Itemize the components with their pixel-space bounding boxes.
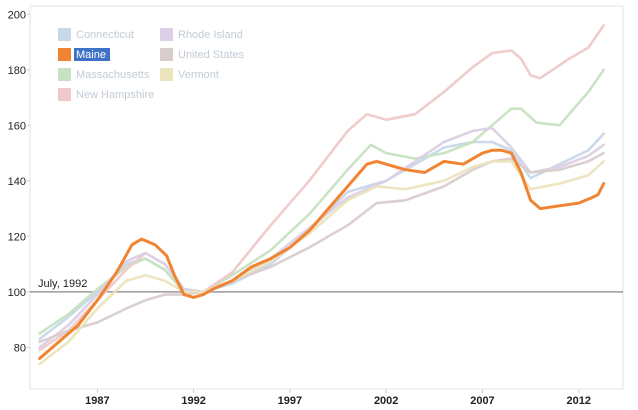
- x-tick-label: 2002: [374, 395, 398, 407]
- x-tick-label: 1992: [181, 395, 205, 407]
- legend-item-massachusetts[interactable]: Massachusetts: [58, 68, 150, 81]
- legend-label: Vermont: [178, 69, 219, 81]
- series-line-massachusetts[interactable]: [38, 68, 605, 335]
- legend-swatch: [58, 88, 71, 101]
- legend-label: New Hampshire: [76, 89, 154, 101]
- legend[interactable]: Connecticut Maine Massachusetts New Hampshi…: [58, 28, 245, 101]
- legend-label: Massachusetts: [76, 69, 150, 81]
- y-tick-label: 160: [8, 120, 26, 132]
- legend-item-rhode-island[interactable]: Rhode Island: [160, 28, 243, 41]
- legend-item-vermont[interactable]: Vermont: [160, 68, 219, 81]
- series-line-rhode-island[interactable]: [38, 126, 605, 349]
- legend-item-maine[interactable]: Maine: [58, 48, 110, 61]
- legend-item-united-states[interactable]: United States: [160, 48, 245, 61]
- series-line-maine[interactable]: [38, 148, 606, 360]
- legend-label: Maine: [76, 49, 106, 61]
- legend-item-new-hampshire[interactable]: New Hampshire: [58, 88, 154, 101]
- y-tick-label: 80: [14, 342, 26, 354]
- y-tick-label: 140: [8, 176, 26, 188]
- legend-label: United States: [178, 49, 245, 61]
- legend-selection-highlight: [74, 48, 110, 61]
- legend-swatch: [160, 28, 173, 41]
- reference-line-group: July, 1992: [30, 278, 623, 293]
- legend-swatch: [160, 68, 173, 81]
- plot-frame: [29, 5, 624, 390]
- axes: 80 100 120 140 160 180 200 1987 1992 1997 2002 2007…: [8, 5, 624, 407]
- legend-item-connecticut[interactable]: Connecticut: [58, 28, 134, 41]
- x-tick-label: 1987: [85, 395, 109, 407]
- y-tick-label: 180: [8, 65, 26, 77]
- reference-line-label: July, 1992: [38, 278, 87, 290]
- legend-label: Rhode Island: [178, 29, 243, 41]
- x-tick-label: 2012: [566, 395, 590, 407]
- y-tick-label: 100: [8, 287, 26, 299]
- series-lines: [38, 24, 606, 366]
- legend-label: Connecticut: [76, 29, 134, 41]
- y-tick-label: 120: [8, 231, 26, 243]
- legend-swatch: [58, 68, 71, 81]
- legend-swatch: [58, 48, 71, 61]
- x-tick-label: 2007: [470, 395, 494, 407]
- x-tick-label: 1997: [278, 395, 302, 407]
- legend-swatch: [160, 48, 173, 61]
- legend-swatch: [58, 28, 71, 41]
- y-tick-label: 200: [8, 9, 26, 21]
- series-line-united-states[interactable]: [38, 151, 605, 344]
